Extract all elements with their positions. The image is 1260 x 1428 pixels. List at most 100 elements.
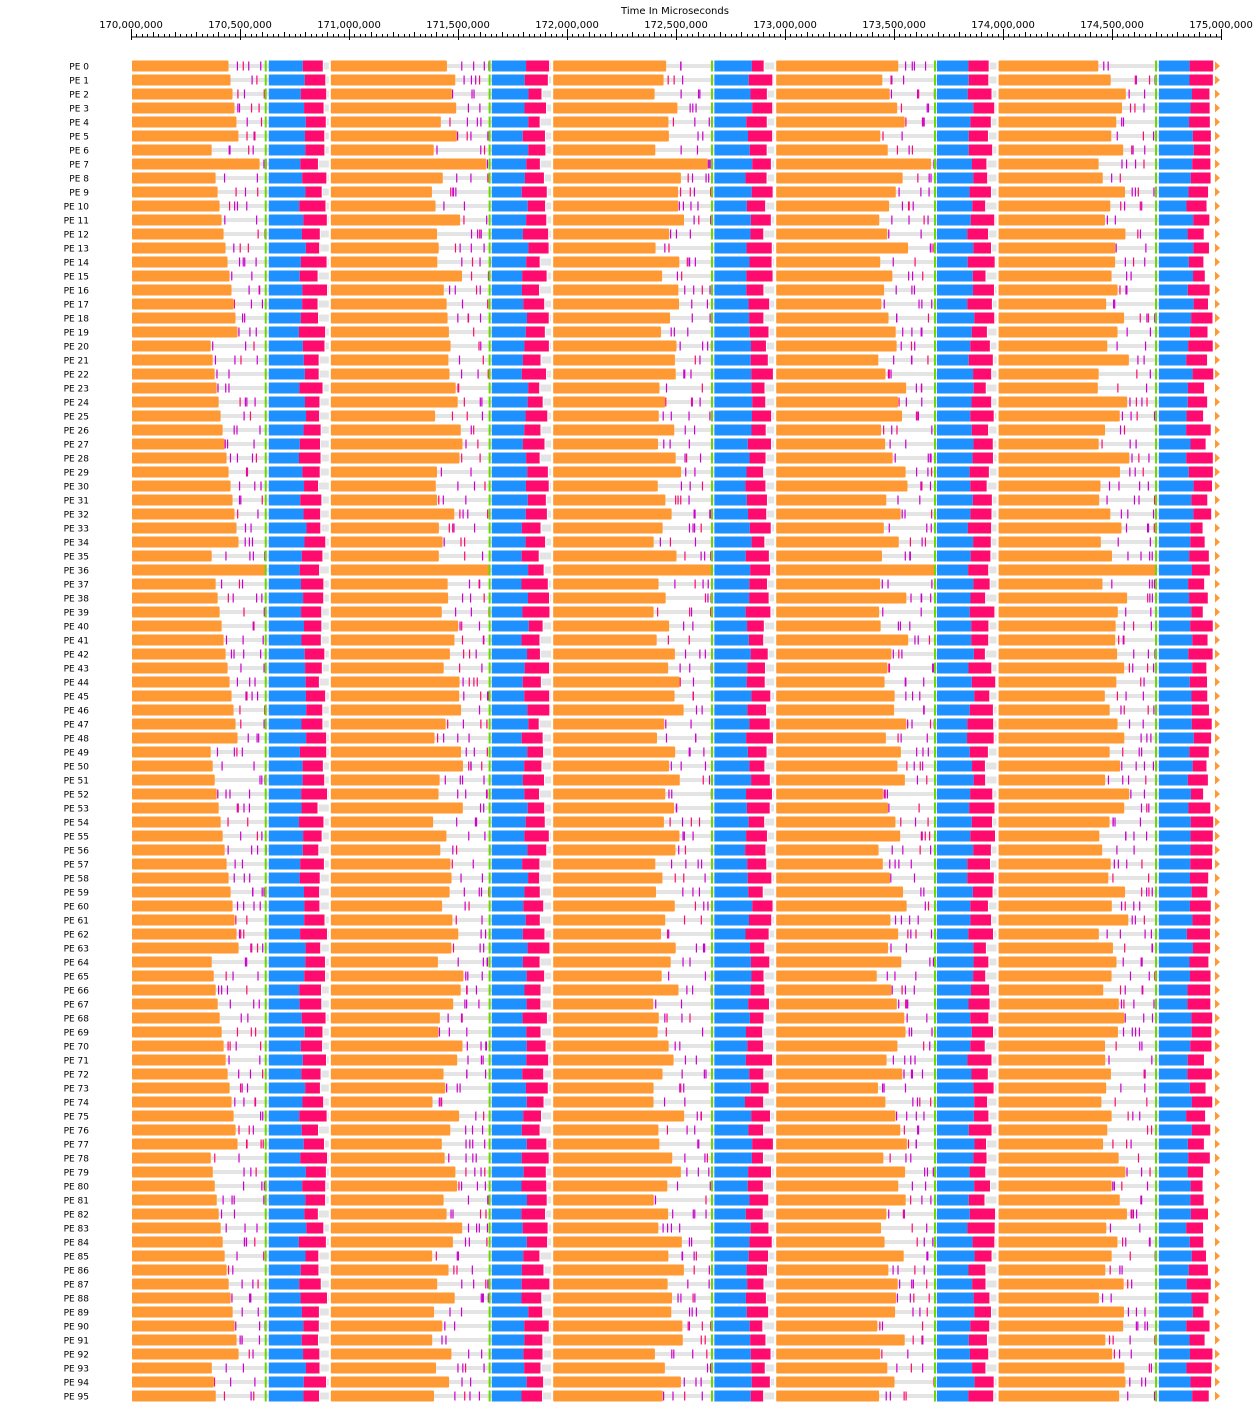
message-mark [887,369,890,379]
message-mark [927,1251,929,1261]
message-mark [1111,579,1113,589]
pink-segment [970,830,995,842]
message-mark [227,1041,229,1051]
blue-segment [936,1096,975,1108]
idle-segment [655,246,715,250]
pink-segment [527,200,546,212]
message-mark [230,649,233,659]
pink-segment [749,578,767,590]
pink-segment [299,816,324,828]
green-marker [488,410,491,422]
idle-segment [987,328,997,336]
message-mark [227,593,229,603]
green-marker [264,424,267,436]
message-mark [475,985,478,995]
pink-segment [526,452,540,464]
idle-segment [543,1308,552,1316]
pe-row: PE 16 [64,284,1220,297]
blue-segment [714,914,749,926]
blue-segment [936,172,974,184]
message-mark [251,453,254,463]
message-mark [1126,1167,1128,1177]
message-mark [915,1111,917,1121]
green-marker [710,494,713,506]
blue-segment [1158,1082,1190,1094]
message-mark [1113,1349,1115,1359]
idle-segment [217,1002,269,1006]
idle-segment [224,1254,269,1258]
green-marker [488,480,491,492]
idle-segment [542,762,552,770]
idle-segment [214,372,269,376]
message-mark [904,551,906,561]
idle-segment [986,944,997,952]
green-marker [488,1278,491,1290]
green-marker [933,102,936,114]
idle-segment [543,622,552,630]
message-mark [263,887,265,897]
idle-segment [542,1294,552,1302]
idle-segment [770,720,775,728]
message-mark [1141,887,1143,897]
blue-segment [1158,1152,1189,1164]
message-mark [692,103,694,113]
idle-segment [679,680,715,684]
message-mark [1148,887,1150,897]
message-mark [261,299,264,309]
idle-segment [992,244,997,252]
blue-segment [491,340,525,352]
green-marker [488,872,491,884]
message-mark [1150,1363,1152,1373]
message-mark [706,1363,709,1373]
continuation-arrow [1215,257,1220,267]
pink-segment [748,1166,772,1178]
work-segment [998,816,1110,828]
pink-segment [749,1068,764,1080]
pe-label: PE 22 [64,371,89,381]
blue-segment [268,130,305,142]
message-mark [478,705,481,715]
idle-segment [882,792,937,796]
idle-segment [896,1296,937,1300]
message-mark [694,257,696,267]
green-marker [488,284,491,296]
green-marker [264,298,267,310]
pink-segment [300,1152,328,1164]
idle-segment [325,916,329,924]
work-segment [776,872,891,884]
message-mark [1153,131,1155,141]
green-marker [933,998,936,1010]
blue-segment [268,620,304,632]
pink-segment [749,1320,763,1332]
message-mark [455,845,458,855]
pe-row: PE 8 [69,172,1220,185]
green-marker [710,116,713,128]
idle-segment [322,496,329,504]
idle-segment [545,818,552,826]
continuation-arrow [1215,397,1220,407]
message-mark [1153,999,1155,1009]
message-mark [885,1391,887,1401]
message-mark [900,817,902,827]
blue-segment [714,816,749,828]
green-marker [933,1012,936,1024]
continuation-arrow [1215,845,1220,855]
work-segment [330,508,455,520]
idle-segment [885,736,937,740]
message-mark [229,145,231,155]
pink-segment [304,102,324,114]
pink-segment [747,746,767,758]
x-tick-label: 171,000,000 [317,20,381,31]
blue-segment [1158,648,1189,660]
blue-segment [491,830,525,842]
idle-segment [322,832,329,840]
work-segment [776,1068,903,1080]
message-mark [913,985,915,995]
idle-segment [320,1392,329,1400]
pink-segment [305,1194,326,1206]
idle-segment [771,216,775,224]
pink-segment [1192,634,1208,646]
green-marker [488,774,491,786]
pink-segment [747,1180,763,1192]
pink-segment [1193,214,1210,226]
